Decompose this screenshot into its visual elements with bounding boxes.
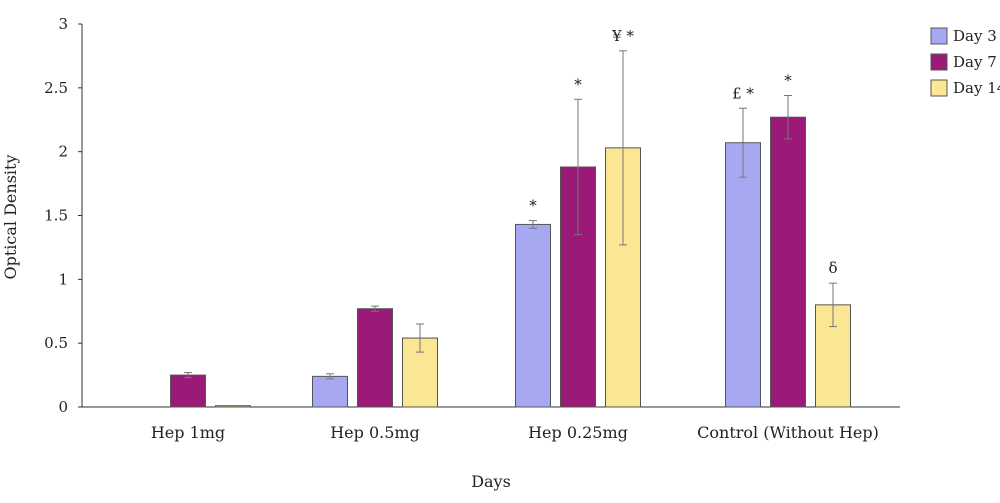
y-tick-label: 1 [58, 270, 68, 288]
y-ticks: 0 0.5 1 1.5 2 2.5 3 [44, 15, 82, 416]
legend-label: Day 7 [953, 53, 997, 71]
y-tick-label: 0.5 [44, 334, 68, 352]
x-tick-label: Hep 1mg [151, 423, 225, 442]
significance-marker: ¥ * [611, 27, 634, 45]
bar [725, 142, 761, 408]
significance-marker: * [529, 197, 537, 215]
y-tick-label: 1.5 [44, 207, 68, 225]
legend-swatch [930, 53, 948, 71]
category-labels: Hep 1mg Hep 0.5mg Hep 0.25mg Control (Witho… [151, 423, 879, 442]
annotations: * * ¥ * £ * * δ [529, 27, 837, 277]
bar [770, 116, 806, 408]
significance-marker: * [784, 71, 792, 89]
y-tick-label: 0 [58, 398, 68, 416]
x-axis-title: Days [471, 472, 511, 491]
significance-marker: δ [828, 259, 837, 277]
x-tick-label: Hep 0.5mg [330, 423, 420, 442]
error-bars [184, 50, 837, 380]
bars [170, 116, 851, 408]
significance-marker: * [574, 75, 582, 93]
x-tick-label: Hep 0.25mg [528, 423, 628, 442]
y-tick-label: 2 [58, 143, 68, 161]
bar [170, 374, 206, 408]
bar [312, 375, 348, 408]
bar [215, 405, 251, 408]
y-tick-label: 2.5 [44, 79, 68, 97]
legend-label: Day 3 [953, 27, 997, 45]
legend-label: Day 14 [953, 79, 1000, 97]
legend-swatch [930, 79, 948, 97]
x-tick-label: Control (Without Hep) [697, 423, 879, 442]
legend: Day 3 Day 7 Day 14 [930, 27, 1000, 97]
bar [357, 308, 393, 408]
bar [515, 223, 551, 408]
y-axis-title: Optical Density [1, 154, 20, 279]
y-tick-label: 3 [58, 15, 68, 33]
legend-swatch [930, 27, 948, 45]
significance-marker: £ * [732, 84, 754, 102]
